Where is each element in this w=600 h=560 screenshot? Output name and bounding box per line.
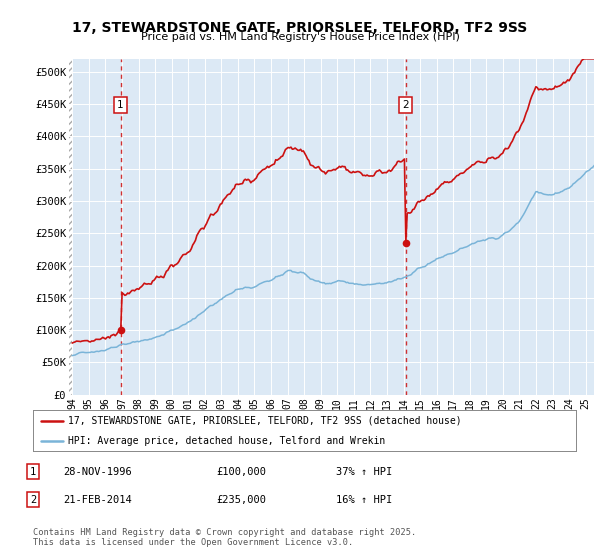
- Text: 2: 2: [30, 494, 36, 505]
- Text: 2: 2: [403, 100, 409, 110]
- Text: £235,000: £235,000: [216, 494, 266, 505]
- Text: 37% ↑ HPI: 37% ↑ HPI: [336, 466, 392, 477]
- Text: Price paid vs. HM Land Registry's House Price Index (HPI): Price paid vs. HM Land Registry's House …: [140, 32, 460, 43]
- Text: 28-NOV-1996: 28-NOV-1996: [63, 466, 132, 477]
- Text: £100,000: £100,000: [216, 466, 266, 477]
- Text: 17, STEWARDSTONE GATE, PRIORSLEE, TELFORD, TF2 9SS (detached house): 17, STEWARDSTONE GATE, PRIORSLEE, TELFOR…: [68, 416, 462, 426]
- Text: 17, STEWARDSTONE GATE, PRIORSLEE, TELFORD, TF2 9SS: 17, STEWARDSTONE GATE, PRIORSLEE, TELFOR…: [73, 21, 527, 35]
- Text: Contains HM Land Registry data © Crown copyright and database right 2025.
This d: Contains HM Land Registry data © Crown c…: [33, 528, 416, 547]
- Text: 16% ↑ HPI: 16% ↑ HPI: [336, 494, 392, 505]
- Text: 1: 1: [117, 100, 124, 110]
- Text: 21-FEB-2014: 21-FEB-2014: [63, 494, 132, 505]
- Text: HPI: Average price, detached house, Telford and Wrekin: HPI: Average price, detached house, Telf…: [68, 436, 386, 446]
- Text: 1: 1: [30, 466, 36, 477]
